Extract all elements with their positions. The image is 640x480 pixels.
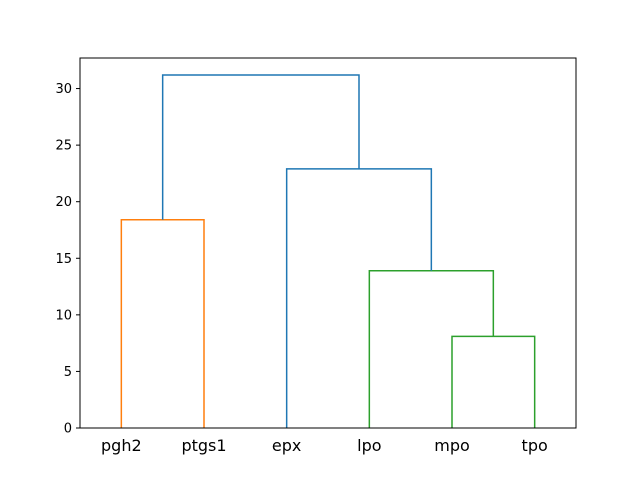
y-tick-label: 5 [64,365,72,380]
y-tick-label: 15 [55,252,72,267]
y-axis: 0 5 10 15 20 25 30 [55,82,80,437]
leaf-label-tpo: tpo [522,436,548,455]
y-tick-label: 25 [55,139,72,154]
link-5 [161,74,360,220]
leaf-label-mpo: mpo [434,436,470,455]
plot-area [80,58,576,428]
x-axis: pgh2 ptgs1 epx lpo mpo tpo [101,436,548,455]
y-tick-label: 10 [55,308,72,323]
y-tick-label: 0 [64,422,72,437]
leaf-label-pgh2: pgh2 [101,436,142,455]
leaf-label-lpo: lpo [357,436,381,455]
link-3 [368,269,495,428]
link-4 [285,168,433,428]
plot-frame [79,57,577,429]
link-2 [451,335,536,428]
dendrogram-links [120,74,536,428]
y-tick-label: 30 [55,82,72,97]
y-tick-label: 20 [55,195,72,210]
leaf-label-ptgs1: ptgs1 [181,436,226,455]
leaf-label-epx: epx [272,436,301,455]
